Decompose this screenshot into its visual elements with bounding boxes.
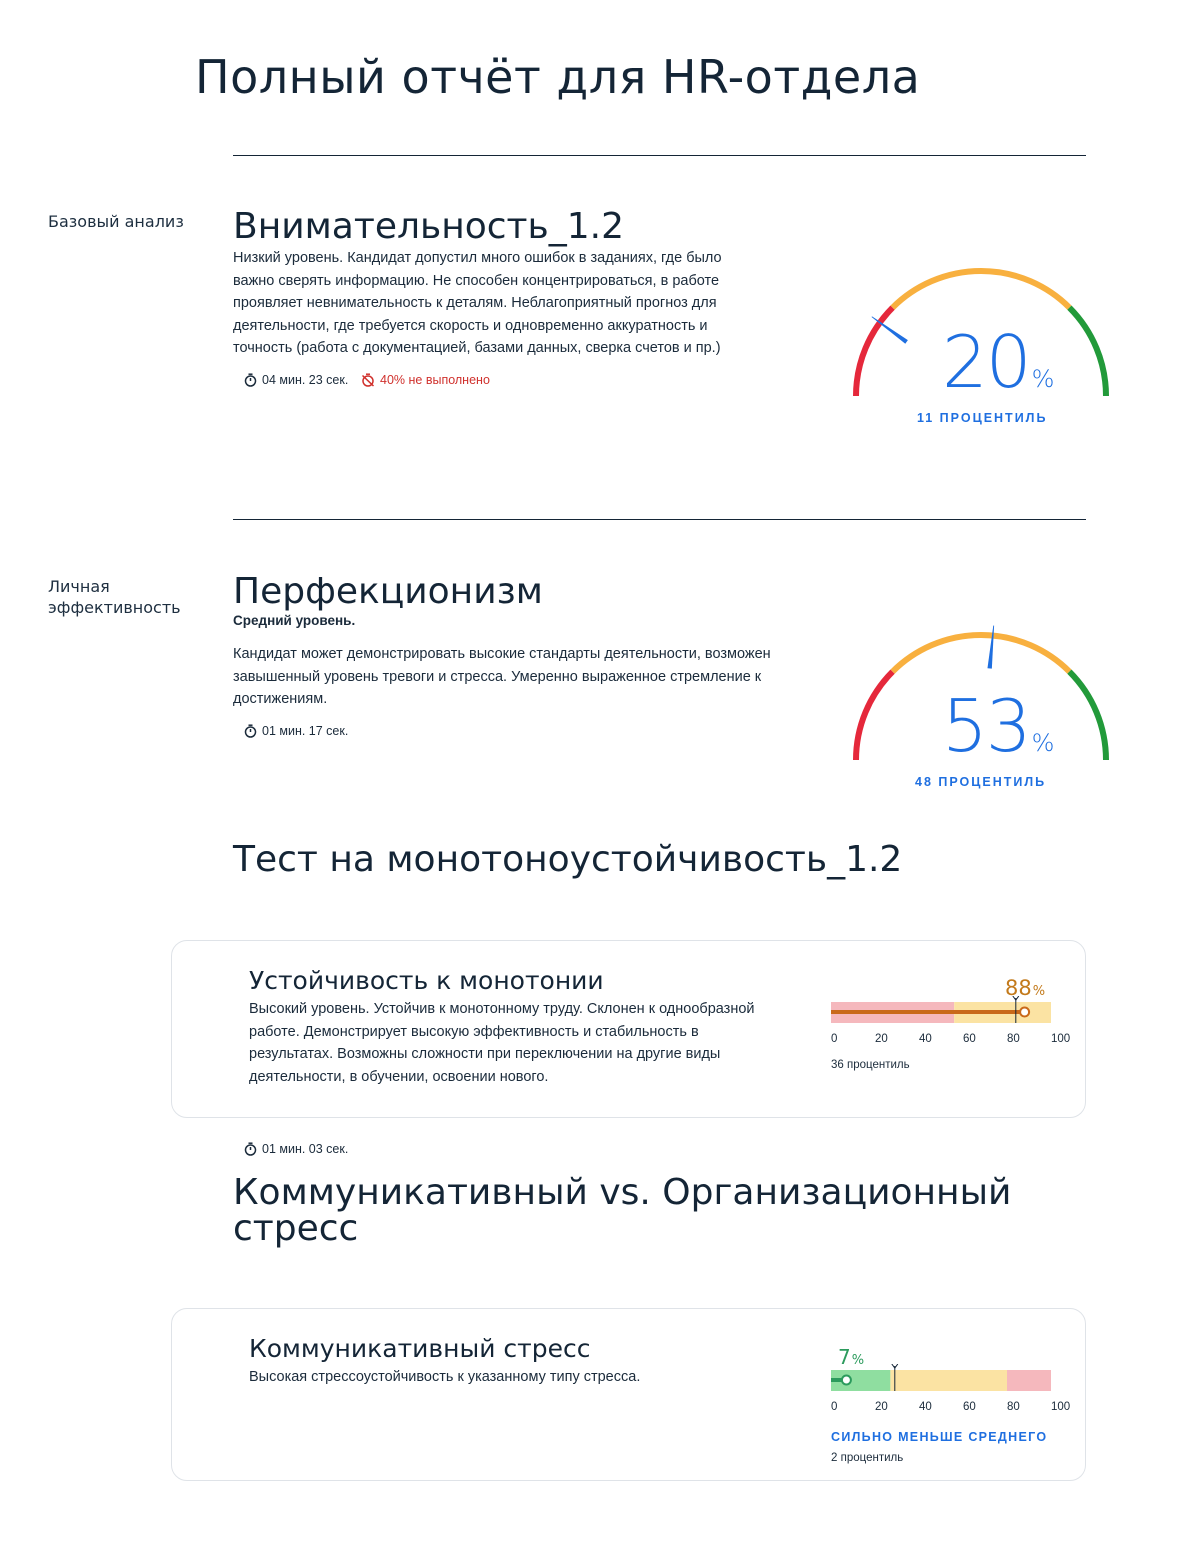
attention-not-done: 40% не выполнено	[361, 373, 490, 387]
perfectionism-description: Кандидат может демонстрировать высокие с…	[233, 646, 771, 707]
bar-zone-high	[1007, 1370, 1051, 1391]
axis-tick: 80	[1007, 1033, 1020, 1045]
axis-tick: 60	[963, 1033, 976, 1045]
gauge-segment-green	[1067, 305, 1109, 397]
gauge-segment-red	[853, 669, 895, 761]
perfectionism-title: Перфекционизм	[233, 571, 543, 612]
monotony-time: 01 мин. 03 сек.	[244, 1142, 348, 1156]
perfectionism-percentile: 48 ПРОЦЕНТИЛЬ	[915, 775, 1047, 789]
attention-time-text: 04 мин. 23 сек.	[262, 373, 349, 387]
monotony-value-sign: %	[1032, 984, 1046, 999]
timer-icon	[244, 373, 257, 387]
stress-value: 7%	[838, 1345, 864, 1369]
axis-tick: 20	[875, 1033, 888, 1045]
stress-verdict: СИЛЬНО МЕНЬШЕ СРЕДНЕГО	[831, 1430, 1048, 1444]
attention-description: Низкий уровень. Кандидат допустил много …	[233, 250, 722, 356]
page-title: Полный отчёт для HR-отдела	[195, 50, 921, 104]
attention-gauge	[853, 268, 1109, 397]
axis-tick: 40	[919, 1033, 932, 1045]
gauge-segment-red	[853, 305, 895, 397]
section-label-basic: Базовый анализ	[48, 212, 184, 231]
attention-percent-sign: %	[1031, 365, 1055, 393]
monotony-card-description: Высокий уровень. Устойчив к монотонному …	[249, 1001, 755, 1085]
perfectionism-gauge	[853, 625, 1109, 761]
axis-tick: 80	[1007, 1401, 1020, 1413]
bar-zone-mid	[890, 1370, 1007, 1391]
axis-tick: 20	[875, 1401, 888, 1413]
perfectionism-level: Средний уровень.	[233, 613, 356, 628]
stress-test-title: Коммуникативный vs. Организационный стре…	[233, 1172, 1012, 1249]
bar-average-tick-head	[891, 1364, 899, 1369]
gauge-needle	[987, 625, 995, 669]
gauge-segment-green	[1067, 669, 1109, 761]
monotony-time-text: 01 мин. 03 сек.	[262, 1142, 349, 1156]
perfectionism-percent-value: 53	[942, 684, 1032, 768]
stress-axis: 0 20 40 60 80 100	[831, 1401, 1071, 1417]
gauge-segment-orange	[890, 632, 1072, 674]
stress-value-number: 7	[838, 1345, 851, 1369]
perfectionism-time-text: 01 мин. 17 сек.	[262, 724, 349, 738]
axis-tick: 40	[919, 1401, 932, 1413]
axis-tick: 100	[1051, 1033, 1071, 1045]
stress-card-description: Высокая стрессоустойчивость к указанному…	[249, 1369, 641, 1385]
monotony-bar	[831, 996, 1051, 1023]
attention-percent-value: 20	[942, 320, 1032, 404]
bar-value-line	[831, 1378, 847, 1382]
monotony-card	[171, 940, 1086, 1118]
monotony-card-title: Устойчивость к монотонии	[249, 966, 604, 995]
perfectionism-time: 01 мин. 17 сек.	[244, 724, 348, 738]
timer-icon	[244, 1142, 257, 1156]
axis-tick: 0	[831, 1033, 838, 1045]
stress-bar	[831, 1364, 1051, 1391]
bar-value-marker	[840, 1374, 852, 1386]
axis-tick: 60	[963, 1401, 976, 1413]
axis-tick: 100	[1051, 1401, 1071, 1413]
timer-off-icon	[361, 373, 375, 387]
gauge-segment-orange	[890, 268, 1072, 310]
divider-middle	[233, 519, 1086, 520]
axis-tick: 0	[831, 1401, 838, 1413]
section-label-efficiency: Личная эффективность	[48, 577, 181, 617]
bar-value-marker	[1019, 1006, 1031, 1018]
attention-time: 04 мин. 23 сек.	[244, 373, 348, 387]
divider-top	[233, 155, 1086, 156]
bar-average-tick-head	[1012, 996, 1020, 1001]
stress-percentile: 2 процентиль	[831, 1452, 904, 1464]
bar-value-line	[831, 1010, 1025, 1014]
attention-title: Внимательность_1.2	[233, 206, 624, 247]
monotony-test-title: Тест на монотоноустойчивость_1.2	[233, 839, 903, 880]
monotony-percentile: 36 процентиль	[831, 1059, 910, 1071]
perfectionism-percent: 53%	[942, 684, 1054, 768]
attention-percentile: 11 ПРОЦЕНТИЛЬ	[917, 411, 1048, 425]
stress-card-title: Коммуникативный стресс	[249, 1334, 591, 1363]
attention-percent: 20%	[942, 320, 1054, 404]
stress-card	[171, 1308, 1086, 1481]
monotony-axis: 0 20 40 60 80 100	[831, 1033, 1071, 1049]
attention-not-done-text: 40% не выполнено	[380, 373, 490, 387]
stress-value-sign: %	[851, 1353, 865, 1368]
gauge-needle	[871, 316, 908, 344]
perfectionism-percent-sign: %	[1031, 729, 1055, 757]
timer-icon	[244, 724, 257, 738]
